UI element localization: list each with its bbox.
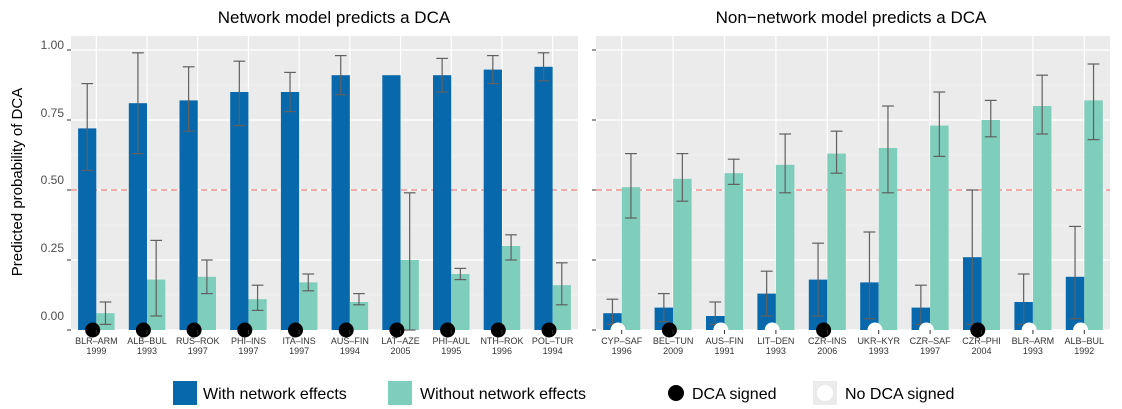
legend-key-with-network: [173, 381, 197, 405]
bar-without-network: [673, 178, 692, 330]
legend-key-no-dca-signed: [817, 385, 833, 401]
panel-title-network: Network model predicts a DCA: [218, 8, 451, 27]
x-tick-label-dyad: CZR–SAF: [910, 336, 952, 346]
bar-without-network: [930, 125, 949, 330]
x-tick-label-dyad: UKR–KYR: [857, 336, 900, 346]
x-tick-label-dyad: NTH–ROK: [480, 336, 523, 346]
bar-with-network: [280, 92, 300, 330]
x-tick-label-year: 1993: [766, 346, 786, 356]
x-tick-label-dyad: ITA–INS: [282, 336, 315, 346]
legend: With network effects Without network eff…: [173, 381, 954, 405]
x-tick-label-year: 1999: [86, 346, 106, 356]
x-tick-label-year: 2006: [817, 346, 837, 356]
x-tick-label-dyad: CYP–SAF: [601, 336, 643, 346]
x-tick-label-year: 1993: [869, 346, 889, 356]
y-tick-label: 0.50: [41, 173, 65, 187]
x-tick-label-dyad: POL–TUR: [532, 336, 574, 346]
bar-without-network: [552, 285, 571, 330]
x-tick-label-dyad: LIT–DEN: [757, 336, 794, 346]
x-tick-label-dyad: AUS–FIN: [705, 336, 743, 346]
x-tick-label-year: 1996: [612, 346, 632, 356]
y-tick-label: 0.25: [41, 241, 65, 255]
bar-with-network: [230, 92, 249, 330]
x-tick-label-year: 1997: [188, 346, 208, 356]
y-tick-label: 0.75: [41, 106, 65, 120]
bar-without-network: [501, 246, 521, 330]
bar-with-network: [331, 75, 350, 330]
plot-panels: BLR–ARM1999ALB–BUL1993RUS–ROK1997PHI–INS…: [67, 36, 1110, 356]
bar-without-network: [248, 299, 267, 330]
x-tick-label-year: 1991: [714, 346, 734, 356]
legend-label-no-dca-signed: No DCA signed: [845, 386, 954, 403]
legend-label-dca-signed: DCA signed: [692, 386, 777, 403]
y-axis-label: Predicted probability of DCA: [9, 88, 26, 276]
bar-with-network: [382, 75, 401, 330]
legend-key-dca-signed: [668, 385, 684, 401]
x-tick-label-year: 1992: [1074, 346, 1094, 356]
bar-with-network: [432, 75, 452, 330]
x-tick-label-year: 2009: [663, 346, 683, 356]
bar-with-network: [128, 103, 148, 330]
bar-without-network: [827, 153, 846, 330]
x-tick-label-dyad: CZR–INS: [808, 336, 847, 346]
x-tick-label-year: 1995: [441, 346, 461, 356]
x-tick-label-dyad: PHI–INS: [231, 336, 266, 346]
x-tick-label-dyad: CZR–PHI: [962, 336, 1001, 346]
legend-key-without-network: [388, 381, 412, 405]
x-tick-label-dyad: BLR–ARM: [75, 336, 118, 346]
x-tick-label-dyad: AUS–FIN: [331, 336, 369, 346]
x-tick-label-year: 1993: [137, 346, 157, 356]
bar-without-network: [197, 276, 217, 330]
x-tick-label-dyad: BLR–ARM: [1012, 336, 1055, 346]
bar-with-network: [534, 66, 553, 331]
bar-without-network: [299, 282, 318, 330]
x-tick-label-dyad: PHI–AUL: [432, 336, 470, 346]
bar-with-network: [483, 69, 502, 330]
x-tick-label-dyad: BEL–TUN: [653, 336, 694, 346]
y-tick-labels: 0.00 0.25 0.50 0.75 1.00: [41, 38, 65, 323]
y-tick-label: 1.00: [41, 38, 65, 52]
bar-without-network: [349, 302, 369, 330]
x-tick-label-year: 2005: [391, 346, 411, 356]
x-tick-label-dyad: LAT–AZE: [381, 336, 419, 346]
x-tick-label-year: 1996: [492, 346, 512, 356]
x-tick-label-year: 1994: [543, 346, 563, 356]
bar-with-network: [179, 100, 198, 331]
bar-without-network: [724, 173, 744, 330]
bar-without-network: [451, 274, 470, 330]
panel-title-non-network: Non−network model predicts a DCA: [716, 8, 987, 27]
bar-without-network: [1032, 106, 1052, 330]
y-tick-label: 0.00: [41, 309, 65, 323]
x-tick-label-year: 1997: [238, 346, 258, 356]
bar-without-network: [621, 187, 641, 330]
x-tick-label-year: 2004: [971, 346, 991, 356]
bar-without-network: [1084, 100, 1103, 331]
legend-label-with-network: With network effects: [203, 386, 347, 403]
x-tick-label-year: 1997: [289, 346, 309, 356]
legend-label-without-network: Without network effects: [420, 386, 586, 403]
x-tick-label-dyad: RUS–ROK: [176, 336, 220, 346]
bar-with-network: [78, 128, 97, 330]
x-tick-label-dyad: ALB–BUL: [1065, 336, 1105, 346]
bar-without-network: [878, 148, 898, 330]
bar-without-network: [981, 120, 1001, 330]
x-tick-label-year: 1997: [920, 346, 940, 356]
x-tick-label-year: 1993: [1023, 346, 1043, 356]
bar-without-network: [775, 164, 795, 330]
x-tick-label-year: 1994: [340, 346, 360, 356]
x-tick-label-dyad: ALB–BUL: [127, 336, 167, 346]
